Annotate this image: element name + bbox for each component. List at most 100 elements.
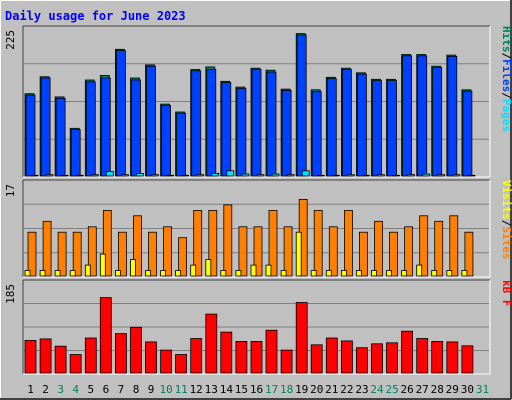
y-max-label-hits-files-pages: 225 bbox=[4, 30, 17, 50]
bar-kbytes-day-6 bbox=[99, 297, 112, 374]
x-tick-label-day-24: 24 bbox=[370, 383, 384, 396]
bar-kbytes-day-19 bbox=[295, 302, 308, 374]
side-legend-kbytes: kB F bbox=[500, 280, 512, 307]
bar-kbytes-day-17 bbox=[265, 329, 278, 374]
bar-kbytes-day-12 bbox=[190, 338, 203, 374]
bar-sites-day-13 bbox=[205, 259, 212, 277]
x-tick-label-day-3: 3 bbox=[57, 383, 64, 396]
bar-kbytes-day-13 bbox=[205, 313, 218, 374]
bar-pages-day-19 bbox=[301, 170, 310, 177]
x-tick-label-day-18: 18 bbox=[280, 383, 293, 396]
bar-kbytes-day-28 bbox=[431, 340, 444, 374]
bar-pages-day-29 bbox=[452, 174, 461, 177]
bar-visits-day-27 bbox=[419, 215, 429, 277]
bar-files-day-27 bbox=[417, 55, 428, 177]
x-tick-label-day-1: 1 bbox=[27, 383, 34, 396]
x-tick-label-day-14: 14 bbox=[220, 383, 234, 396]
bar-pages-day-20 bbox=[316, 174, 325, 177]
bar-files-day-3 bbox=[55, 97, 66, 177]
bar-pages-day-10 bbox=[166, 174, 175, 177]
bar-sites-day-25 bbox=[386, 270, 392, 277]
bar-sites-day-2 bbox=[39, 270, 46, 277]
x-tick-label-day-26: 26 bbox=[400, 383, 413, 396]
y-max-label-visits-sites: 17 bbox=[4, 184, 17, 197]
bar-kbytes-day-21 bbox=[325, 337, 338, 374]
bar-visits-day-6 bbox=[102, 209, 112, 277]
bar-kbytes-day-18 bbox=[280, 349, 293, 374]
bar-sites-day-1 bbox=[24, 270, 31, 277]
bar-sites-day-30 bbox=[461, 270, 468, 277]
bar-files-day-10 bbox=[161, 105, 172, 177]
bar-pages-day-15 bbox=[241, 173, 250, 177]
bar-kbytes-day-10 bbox=[160, 349, 173, 374]
bar-files-day-21 bbox=[326, 78, 337, 177]
x-tick-label-day-9: 9 bbox=[148, 383, 155, 396]
bar-visits-day-13 bbox=[208, 209, 218, 277]
bar-files-day-17 bbox=[266, 71, 277, 177]
x-tick-label-day-16: 16 bbox=[250, 383, 263, 396]
x-tick-label-day-12: 12 bbox=[190, 383, 203, 396]
bar-sites-day-9 bbox=[145, 270, 151, 277]
bar-kbytes-day-30 bbox=[461, 345, 474, 374]
bar-files-day-14 bbox=[221, 82, 232, 177]
bar-files-day-30 bbox=[462, 90, 473, 177]
x-tick-label-day-6: 6 bbox=[103, 383, 110, 396]
bar-sites-day-17 bbox=[265, 264, 272, 277]
bar-kbytes-day-29 bbox=[446, 341, 459, 374]
bar-kbytes-day-2 bbox=[39, 338, 52, 374]
x-tick-label-day-21: 21 bbox=[325, 383, 338, 396]
bar-sites-day-3 bbox=[54, 270, 61, 277]
bar-sites-day-22 bbox=[340, 270, 347, 277]
bar-files-day-19 bbox=[296, 34, 307, 177]
bar-files-day-26 bbox=[402, 55, 413, 177]
bar-visits-day-5 bbox=[87, 226, 97, 277]
bar-files-day-9 bbox=[146, 65, 156, 177]
bar-sites-day-18 bbox=[280, 270, 287, 277]
bar-files-day-7 bbox=[116, 50, 126, 177]
x-tick-label-day-23: 23 bbox=[355, 383, 368, 396]
x-tick-label-day-17: 17 bbox=[265, 383, 278, 396]
bar-kbytes-day-5 bbox=[84, 337, 97, 374]
bar-sites-day-5 bbox=[84, 264, 91, 277]
bar-files-day-8 bbox=[131, 79, 141, 177]
x-tick-label-day-27: 27 bbox=[416, 383, 429, 396]
bar-pages-day-23 bbox=[361, 174, 370, 177]
bar-visits-day-28 bbox=[434, 220, 444, 277]
bar-kbytes-day-9 bbox=[145, 341, 157, 374]
bar-kbytes-day-26 bbox=[401, 330, 414, 374]
bar-files-day-29 bbox=[447, 56, 458, 177]
x-tick-label-day-13: 13 bbox=[205, 383, 218, 396]
x-tick-label-day-19: 19 bbox=[295, 383, 308, 396]
bar-visits-day-12 bbox=[193, 209, 203, 277]
bar-files-day-18 bbox=[281, 90, 292, 177]
bar-pages-day-26 bbox=[407, 174, 416, 177]
bar-files-day-4 bbox=[70, 129, 81, 177]
bar-visits-day-29 bbox=[449, 215, 459, 277]
x-tick-label-day-5: 5 bbox=[87, 383, 94, 396]
bar-visits-day-25 bbox=[389, 231, 398, 277]
bar-kbytes-day-7 bbox=[115, 333, 127, 374]
bar-files-day-12 bbox=[191, 70, 202, 177]
bar-visits-day-10 bbox=[163, 226, 173, 277]
x-tick-label-day-4: 4 bbox=[72, 383, 79, 396]
bar-sites-day-16 bbox=[250, 264, 257, 277]
bar-files-day-20 bbox=[311, 91, 322, 177]
bar-files-day-11 bbox=[176, 112, 187, 177]
bar-sites-day-21 bbox=[325, 270, 332, 277]
bar-kbytes-day-1 bbox=[24, 339, 37, 374]
bar-kbytes-day-16 bbox=[250, 340, 263, 374]
bar-files-day-6 bbox=[100, 77, 111, 177]
bar-sites-day-4 bbox=[69, 270, 76, 277]
bar-visits-day-8 bbox=[133, 215, 142, 277]
bar-sites-day-20 bbox=[310, 270, 317, 277]
bar-visits-day-1 bbox=[27, 231, 37, 277]
bar-pages-day-22 bbox=[346, 174, 355, 177]
bar-sites-day-12 bbox=[190, 264, 197, 277]
bar-sites-day-14 bbox=[220, 270, 227, 277]
bar-pages-day-18 bbox=[286, 174, 295, 177]
x-tick-label-day-8: 8 bbox=[133, 383, 140, 396]
bar-sites-day-26 bbox=[401, 270, 408, 277]
bar-sites-day-7 bbox=[115, 270, 121, 277]
bar-visits-day-20 bbox=[313, 209, 323, 277]
